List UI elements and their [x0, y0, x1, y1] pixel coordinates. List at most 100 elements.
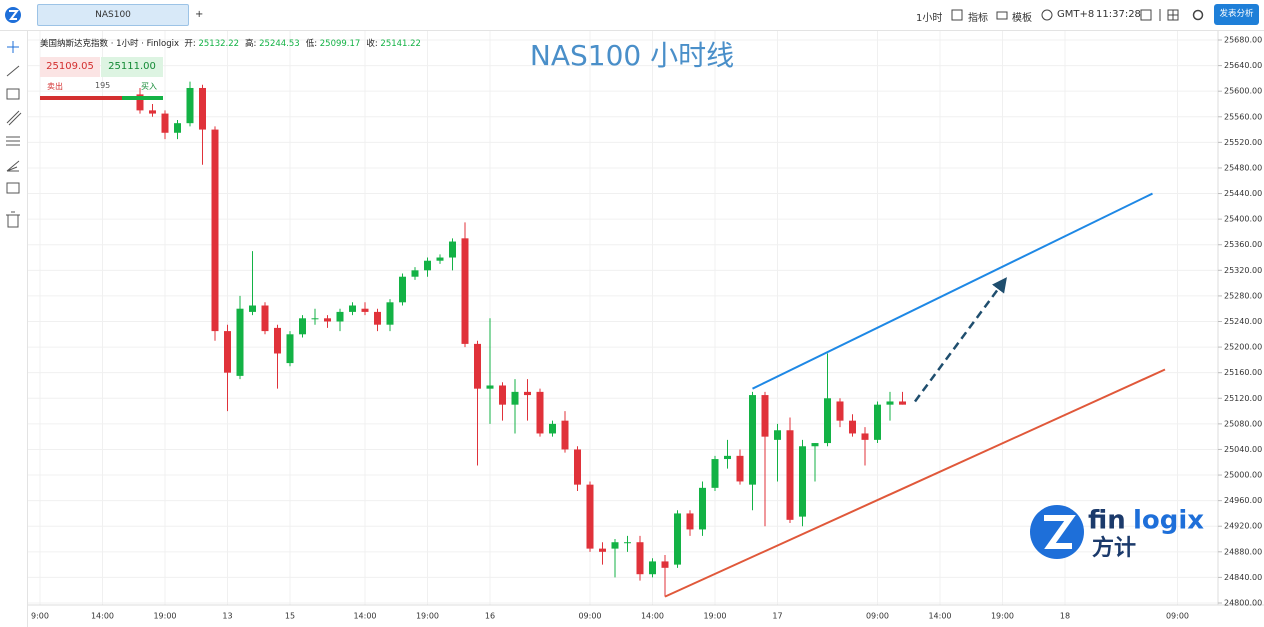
- candle-body: [486, 385, 494, 389]
- y-tick-label: 25360.00: [1224, 240, 1262, 249]
- ohlc-info: 开: 25132.22 高: 25244.53 低: 25099.17 收: 2514…: [184, 39, 427, 49]
- candle-body: [211, 129, 219, 332]
- candle-body: [174, 123, 181, 133]
- candle-body: [411, 270, 419, 277]
- x-tick-label: 19:00: [416, 612, 439, 621]
- logo: fin logix 方计: [1030, 505, 1204, 561]
- candle-body: [361, 308, 369, 312]
- ohlc-label: 收:: [366, 39, 378, 49]
- globe-icon: [1041, 9, 1053, 21]
- x-tick-label: 14:00: [641, 612, 664, 621]
- timezone[interactable]: GMT+8: [1057, 9, 1095, 20]
- candle-body: [399, 276, 406, 303]
- candle-body: [161, 113, 169, 133]
- candle-body: [749, 395, 756, 485]
- candle-body: [261, 305, 269, 332]
- candle-body: [786, 430, 794, 520]
- x-tick-label: 09:00: [1166, 612, 1189, 621]
- add-tab[interactable]: +: [195, 9, 204, 20]
- candle-body: [474, 343, 481, 389]
- y-tick-label: 25600.00: [1224, 87, 1262, 96]
- logo-cn: 方计: [1092, 535, 1136, 561]
- candle-body: [349, 305, 356, 312]
- trend-line: [752, 192, 1153, 390]
- x-tick-label: 14:00: [353, 612, 376, 621]
- candle-body: [336, 311, 344, 322]
- price-axis-bg: [1218, 30, 1264, 627]
- candle-body: [236, 308, 244, 376]
- publish-button[interactable]: 发表分析: [1214, 4, 1259, 25]
- ohlc-label: 高:: [245, 39, 257, 49]
- toolbar: NAS100 + 1小时 指标 模板 GMT+8 11:37:28 发表分析: [0, 0, 1264, 31]
- candle-body: [874, 404, 881, 440]
- y-tick-label: 25440.00: [1224, 189, 1262, 198]
- x-tick-label: 14:00: [91, 612, 114, 621]
- tool-icons[interactable]: [1140, 8, 1210, 22]
- y-tick-label: 25520.00: [1224, 138, 1262, 147]
- x-tick-label: 9:00: [31, 612, 49, 621]
- drawing-tools[interactable]: [0, 31, 27, 231]
- y-tick-label: 24920.00: [1224, 522, 1262, 531]
- trend-line: [664, 368, 1166, 598]
- y-tick-label: 25280.00: [1224, 291, 1262, 300]
- y-tick-label: 25560.00: [1224, 112, 1262, 121]
- indicators[interactable]: 指标: [968, 13, 988, 24]
- buy-bar: [122, 96, 163, 100]
- candle-body: [324, 318, 331, 322]
- trend-line: [913, 277, 1007, 403]
- quantity[interactable]: 195: [95, 81, 111, 90]
- sell-button[interactable]: 卖出: [47, 82, 63, 91]
- logo-logix: logix: [1133, 506, 1204, 536]
- ask-price[interactable]: 25111.00: [101, 57, 163, 77]
- candle-body: [799, 446, 806, 517]
- app-logo: [5, 7, 21, 23]
- ohlc-value: 25132.22: [198, 39, 240, 49]
- logo-fin: fin: [1088, 506, 1126, 536]
- candle-body: [724, 455, 731, 460]
- y-tick-label: 25480.00: [1224, 163, 1262, 172]
- y-tick-label: 25640.00: [1224, 61, 1262, 70]
- y-tick-label: 25040.00: [1224, 445, 1262, 454]
- candle-body: [574, 449, 581, 485]
- x-tick-label: 19:00: [703, 612, 726, 621]
- candle-body: [824, 398, 831, 444]
- candle-body: [849, 420, 856, 434]
- candle-body: [611, 542, 619, 549]
- y-tick-label: 25000.00: [1224, 471, 1262, 480]
- y-tick-label: 25240.00: [1224, 317, 1262, 326]
- candle-body: [186, 87, 194, 124]
- x-tick-label: 15: [285, 612, 295, 621]
- candle-body: [886, 401, 894, 405]
- candle-body: [761, 395, 769, 437]
- sell-bar: [40, 96, 122, 100]
- candle-body: [736, 455, 744, 482]
- x-tick-label: 19:00: [153, 612, 176, 621]
- candle-body: [536, 391, 544, 434]
- ohlc-value: 25244.53: [259, 39, 300, 49]
- bid-price[interactable]: 25109.05: [40, 57, 100, 77]
- candle-body: [649, 561, 656, 575]
- y-tick-label: 24840.00: [1224, 573, 1262, 582]
- interval[interactable]: 1小时: [916, 13, 943, 24]
- y-tick-label: 24960.00: [1224, 496, 1262, 505]
- y-tick-label: 25200.00: [1224, 343, 1262, 352]
- candle-body: [624, 542, 631, 544]
- buy-button[interactable]: 买入: [141, 82, 157, 91]
- candle-body: [511, 391, 519, 405]
- candle-body: [249, 305, 256, 312]
- y-tick-label: 25160.00: [1224, 368, 1262, 377]
- y-tick-label: 25120.00: [1224, 394, 1262, 403]
- x-tick-label: 16: [485, 612, 495, 621]
- symbol-tab[interactable]: NAS100: [37, 4, 189, 26]
- candle-body: [686, 513, 694, 530]
- symbol-line: 美国纳斯达克指数 · 1小时 · Finlogix: [40, 39, 179, 49]
- candle-body: [461, 238, 469, 344]
- candle-body: [711, 459, 719, 488]
- ohlc-label: 低:: [305, 39, 318, 49]
- candle-body: [374, 311, 381, 325]
- templates[interactable]: 模板: [1012, 13, 1032, 24]
- candle-body: [561, 420, 569, 450]
- candle-body: [661, 561, 669, 568]
